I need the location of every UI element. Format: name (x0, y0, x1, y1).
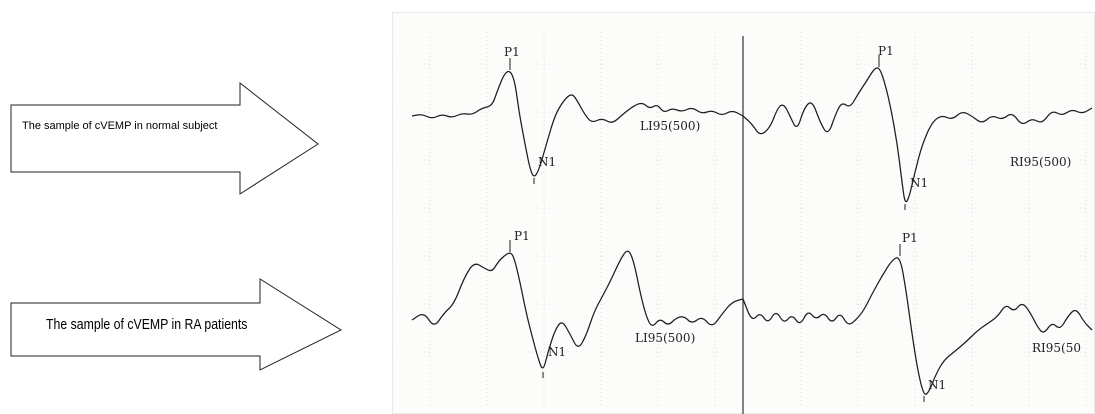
ra-patients-arrow-label: The sample of cVEMP in RA patients (46, 316, 248, 333)
trace-normal-right (742, 67, 1093, 203)
peak-label-p1-normal-left: P1 (504, 45, 520, 59)
peak-label-p1-normal-right: P1 (878, 44, 894, 58)
traces (411, 67, 1093, 395)
peak-label-n1-normal-left: N1 (538, 155, 556, 169)
channel-label-ra-left: LI95(500) (635, 331, 695, 345)
peak-label-p1-ra-right: P1 (902, 231, 918, 245)
peak-label-n1-normal-right: N1 (910, 176, 928, 190)
cvemp-trace-panel: P1 N1 LI95(500) P1 N1 RI95(500) P1 N1 LI95(500) P… (392, 12, 1095, 414)
trace-ra-right (742, 257, 1093, 395)
peak-label-n1-ra-right: N1 (928, 378, 946, 392)
trace-normal-left (411, 70, 744, 177)
peak-label-p1-ra-left: P1 (514, 229, 530, 243)
ra-patients-arrow (10, 278, 343, 371)
arrow-layer (10, 81, 343, 371)
trace-ra-left (411, 250, 744, 369)
peak-label-n1-ra-left: N1 (548, 345, 566, 359)
normal-subject-arrow-label: The sample of cVEMP in normal subject (22, 120, 218, 132)
channel-label-normal-left: LI95(500) (640, 119, 700, 133)
normal-subject-arrow (10, 81, 319, 195)
dotted-grid (392, 32, 1095, 407)
channel-label-normal-right: RI95(500) (1010, 155, 1071, 169)
channel-label-ra-right: RI95(50 (1032, 341, 1081, 355)
trace-labels: P1 N1 LI95(500) P1 N1 RI95(500) P1 N1 LI95(500) P… (504, 44, 1081, 402)
